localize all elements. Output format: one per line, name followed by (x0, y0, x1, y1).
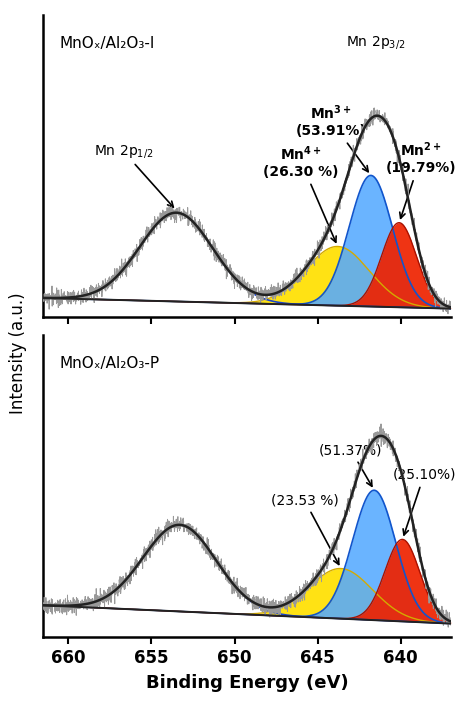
Text: $\mathbf{Mn^{2+}}$
(19.79%): $\mathbf{Mn^{2+}}$ (19.79%) (385, 141, 456, 218)
Text: MnOₓ/Al₂O₃-P: MnOₓ/Al₂O₃-P (60, 356, 160, 371)
Text: Intensity (a.u.): Intensity (a.u.) (9, 293, 27, 414)
Text: (25.10%): (25.10%) (392, 468, 456, 535)
Text: $\mathbf{Mn^{4+}}$
(26.30 %): $\mathbf{Mn^{4+}}$ (26.30 %) (264, 144, 339, 243)
Text: (23.53 %): (23.53 %) (271, 493, 339, 564)
Text: Mn 2p$_{3/2}$: Mn 2p$_{3/2}$ (346, 34, 406, 51)
Text: $\mathbf{Mn^{3+}}$
(53.91%): $\mathbf{Mn^{3+}}$ (53.91%) (296, 103, 368, 172)
Text: Mn 2p$_{1/2}$: Mn 2p$_{1/2}$ (93, 143, 173, 207)
Text: MnOₓ/Al₂O₃-I: MnOₓ/Al₂O₃-I (60, 36, 155, 51)
Text: (51.37%): (51.37%) (319, 443, 383, 486)
X-axis label: Binding Energy (eV): Binding Energy (eV) (146, 674, 348, 692)
